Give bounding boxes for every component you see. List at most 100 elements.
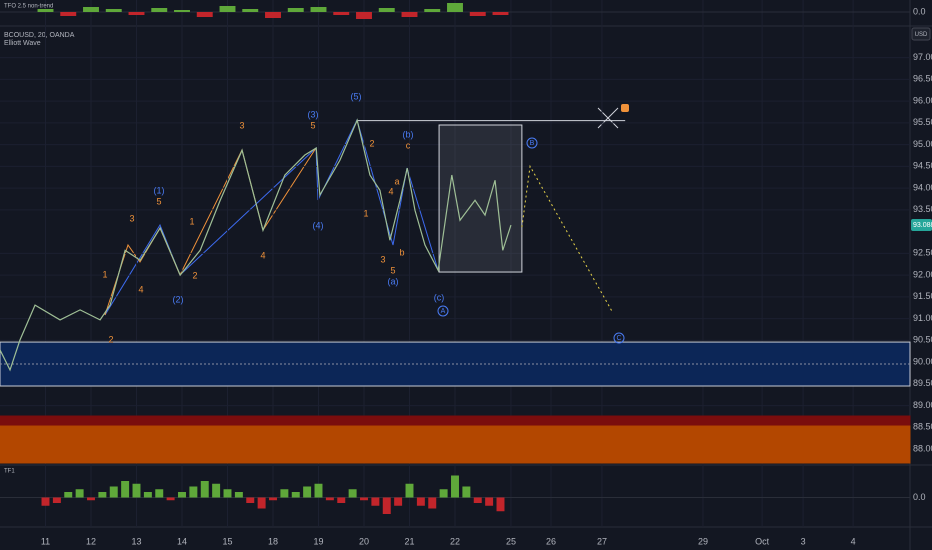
y-tick-label: 89.500 — [913, 378, 932, 388]
wave-label: 5 — [390, 265, 395, 275]
wave-label: C — [616, 335, 621, 342]
histogram-bar — [174, 10, 190, 12]
pane-title: TFO 2.5 non-trend — [4, 4, 53, 10]
zone — [0, 425, 911, 464]
histogram-bar — [246, 497, 255, 503]
pane-title: TF1 — [4, 469, 15, 475]
histogram-bar — [60, 12, 77, 16]
currency[interactable]: USD — [915, 32, 928, 38]
wave-label: 3 — [129, 213, 134, 223]
y-tick-label: 92.000 — [913, 269, 932, 279]
histogram-bar — [462, 486, 471, 498]
x-tick-label: 19 — [313, 536, 323, 546]
wave-label: (5) — [351, 91, 362, 101]
price-tag-box — [911, 219, 932, 232]
y-tick-label: 93.500 — [913, 204, 932, 214]
histogram-bar — [325, 497, 334, 501]
wave-label: (a) — [388, 276, 399, 286]
wave-circle — [526, 137, 538, 149]
x-tick-label: 22 — [450, 536, 460, 546]
y-tick-label: 96.000 — [913, 95, 932, 105]
histogram-bar — [83, 7, 99, 12]
price-tag: 93.088 — [913, 222, 932, 229]
y-tick-label: 0.0 — [913, 492, 926, 502]
x-tick-label: 11 — [41, 536, 50, 546]
histogram-bar — [105, 9, 122, 12]
histogram-bar — [37, 9, 54, 12]
x-tick-label: 29 — [698, 536, 708, 546]
wave-label: (3) — [308, 109, 319, 119]
icon — [621, 104, 629, 112]
wave-circle — [437, 305, 449, 317]
wave-label: 2 — [192, 270, 197, 280]
y-tick-label: 90.500 — [913, 335, 932, 345]
histogram-bar — [109, 486, 118, 498]
x-tick-label: 26 — [546, 536, 556, 546]
x-tick-label: 14 — [177, 536, 187, 546]
wave-label: 5 — [310, 120, 315, 130]
histogram-bar — [371, 497, 380, 506]
histogram-bar — [265, 12, 281, 18]
x-tick-label: 21 — [404, 536, 414, 546]
histogram-bar — [212, 483, 221, 498]
histogram-bar — [337, 497, 346, 503]
histogram-bar — [257, 497, 266, 509]
y-tick-label: 97.000 — [913, 52, 932, 62]
histogram-bar — [287, 8, 304, 12]
y-tick-label: 91.000 — [913, 313, 932, 323]
range-box — [438, 124, 523, 273]
y-tick-label: 88.500 — [913, 422, 932, 432]
y-tick-label: 96.500 — [913, 74, 932, 84]
wave-label: 3 — [380, 254, 385, 264]
y-tick-label: 0.0 — [913, 6, 926, 16]
histogram-bar — [189, 486, 198, 498]
histogram-bar — [416, 497, 425, 506]
x-tick-label: 12 — [86, 536, 96, 546]
wave-label: (4) — [313, 220, 324, 230]
histogram-bar — [405, 483, 414, 498]
zone — [0, 341, 911, 387]
histogram-bar — [234, 492, 243, 498]
histogram-bar — [424, 9, 441, 12]
histogram-bar — [394, 497, 403, 506]
wave-label: 2 — [369, 138, 374, 148]
currency-box[interactable] — [911, 27, 931, 41]
x-tick-label: 15 — [222, 536, 232, 546]
wave-label: 1 — [189, 216, 194, 226]
zone — [0, 415, 911, 427]
wave-label: (c) — [434, 292, 445, 302]
y-tick-label: 91.500 — [913, 291, 932, 301]
histogram-bar — [223, 489, 232, 498]
projection — [521, 164, 613, 312]
histogram-bar — [200, 481, 209, 498]
histogram-bar — [166, 497, 175, 501]
wave-label: a — [394, 176, 399, 186]
histogram-bar — [447, 3, 463, 12]
x-tick-label: 20 — [359, 536, 369, 546]
y-tick-label: 94.500 — [913, 161, 932, 171]
wave-label: (1) — [154, 185, 165, 195]
x-tick-label: 27 — [597, 536, 607, 546]
histogram-bar — [496, 497, 505, 512]
y-tick-label: 89.000 — [913, 400, 932, 410]
histogram-bar — [473, 497, 482, 503]
x-tick-label: 3 — [801, 536, 806, 546]
wave-label: 5 — [156, 196, 161, 206]
histogram-bar — [132, 483, 141, 498]
histogram-bar — [291, 492, 300, 498]
histogram-bar — [333, 12, 350, 15]
wave-label: 3 — [239, 120, 244, 130]
histogram-bar — [280, 489, 289, 498]
wave-label: 1 — [102, 269, 107, 279]
x-tick-label: 18 — [268, 536, 278, 546]
histogram-bar — [52, 497, 61, 503]
histogram-bar — [492, 12, 509, 15]
wave-label: 1 — [363, 208, 368, 218]
histogram-bar — [378, 8, 395, 12]
histogram-bar — [242, 9, 259, 12]
histogram-bar — [219, 6, 236, 12]
x-tick-label: Oct — [755, 536, 770, 546]
histogram-bar — [87, 497, 95, 501]
histogram-bar — [401, 12, 418, 17]
